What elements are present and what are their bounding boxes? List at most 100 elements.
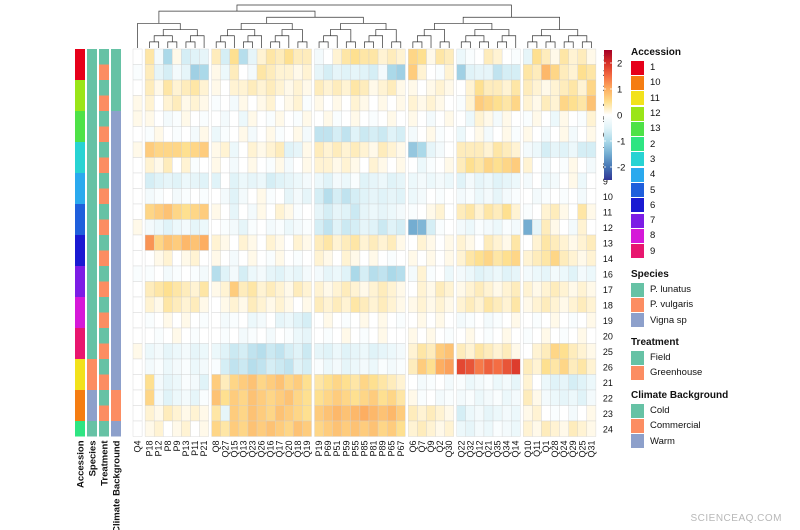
heatmap-cell <box>256 203 267 220</box>
heatmap-cell <box>293 343 303 360</box>
legend-item: 8 <box>631 228 751 243</box>
heatmap-cell <box>417 250 427 267</box>
heatmap-cell <box>323 250 333 267</box>
legend-label: Vigna sp <box>650 314 687 326</box>
heatmap-cell <box>275 343 285 360</box>
heatmap-cell <box>265 157 276 174</box>
heatmap-cell <box>523 296 533 313</box>
climate-track-cell <box>111 204 121 220</box>
heatmap-cell <box>256 296 267 313</box>
heatmap-cell <box>386 234 397 251</box>
heatmap-cell <box>229 374 240 391</box>
heatmap-cell <box>275 405 285 422</box>
heatmap-cell <box>368 327 379 344</box>
dendrogram-branch <box>412 41 423 48</box>
heatmap-cell <box>568 110 578 127</box>
heatmap-cell <box>275 48 285 65</box>
heatmap-cell <box>211 281 221 298</box>
column-label: P55 <box>350 441 360 457</box>
heatmap-cell <box>396 250 406 267</box>
heatmap-cell <box>293 389 303 406</box>
heatmap-cell <box>586 110 597 127</box>
heatmap-cell <box>408 48 418 65</box>
heatmap-cell <box>341 358 352 375</box>
legend-item: P. lunatus <box>631 282 751 297</box>
heatmap-cell <box>483 234 494 251</box>
heatmap-cell <box>426 188 436 205</box>
heatmap-cell <box>368 157 379 174</box>
heatmap-cell <box>284 420 294 437</box>
heatmap-cell <box>359 374 370 391</box>
heatmap-cell <box>341 405 352 422</box>
legend-item: 7 <box>631 213 751 228</box>
heatmap-cell <box>532 312 542 329</box>
heatmap-cell <box>314 312 324 329</box>
heatmap-cell <box>211 188 221 205</box>
heatmap-cell <box>293 110 303 127</box>
heatmap-cell <box>284 64 294 81</box>
climate-track-cell <box>111 266 121 282</box>
heatmap-cell <box>456 203 466 220</box>
heatmap-cell <box>417 358 427 375</box>
heatmap-cell <box>302 172 312 189</box>
heatmap-cell <box>275 296 285 313</box>
legend-item: Warm <box>631 434 751 449</box>
heatmap-cell <box>474 95 485 112</box>
heatmap-cell <box>256 358 267 375</box>
heatmap-cell <box>559 188 569 205</box>
heatmap-cell <box>550 95 560 112</box>
column-label: P85 <box>359 441 369 457</box>
heatmap-cell <box>332 312 342 329</box>
heatmap-cell <box>293 374 303 391</box>
heatmap-cell <box>377 234 388 251</box>
heatmap-cell <box>265 405 276 422</box>
heatmap-cell <box>444 203 454 220</box>
heatmap-cell <box>408 405 418 422</box>
heatmap-cell <box>238 343 249 360</box>
column-label: Q27 <box>220 441 230 458</box>
heatmap-cell <box>523 157 533 174</box>
heatmap-cell <box>284 79 294 96</box>
heatmap-cell <box>408 420 418 437</box>
heatmap-cell <box>211 374 221 391</box>
heatmap-cell <box>456 358 466 375</box>
heatmap-cell <box>172 203 182 220</box>
colorbar-tick-label: 1 <box>617 85 622 96</box>
heatmap-cell <box>284 203 294 220</box>
heatmap-cell <box>275 157 285 174</box>
heatmap-cell <box>341 110 352 127</box>
legend-item: 11 <box>631 91 751 106</box>
column-label: Q32 <box>465 441 475 458</box>
heatmap-cell <box>386 79 397 96</box>
legend-swatch <box>631 297 644 312</box>
heatmap-cell <box>550 250 560 267</box>
heatmap-cell <box>341 327 352 344</box>
heatmap-cell <box>163 420 173 437</box>
heatmap-cell <box>550 172 560 189</box>
heatmap-cell <box>144 219 155 236</box>
treatment-track-cell <box>99 204 109 220</box>
climate-track-cell <box>111 390 121 406</box>
heatmap-cell <box>341 188 352 205</box>
heatmap-cell <box>359 250 370 267</box>
heatmap-cell <box>211 405 221 422</box>
heatmap-cell <box>181 265 191 282</box>
heatmap-cell <box>284 172 294 189</box>
heatmap-cell <box>559 265 569 282</box>
heatmap-cell <box>532 389 542 406</box>
heatmap-cell <box>465 420 476 437</box>
heatmap-cell <box>492 250 503 267</box>
heatmap-cell <box>181 281 191 298</box>
heatmap-cell <box>220 79 230 96</box>
heatmap-cell <box>350 420 361 437</box>
heatmap-cell <box>144 405 155 422</box>
legend-swatch <box>631 152 644 167</box>
legend-title: Climate Background <box>631 390 729 401</box>
heatmap-cell <box>247 312 258 329</box>
heatmap-cell <box>247 296 258 313</box>
heatmap-cell <box>577 327 588 344</box>
species-track-cell <box>87 343 97 359</box>
heatmap-cell <box>511 234 521 251</box>
heatmap-cell <box>220 327 230 344</box>
heatmap-cell <box>511 296 521 313</box>
